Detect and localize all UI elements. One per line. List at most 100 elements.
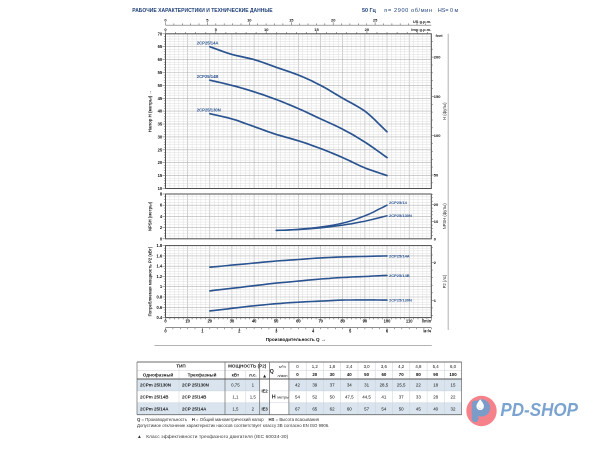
svg-text:2CP25/130N: 2CP25/130N	[389, 213, 412, 218]
svg-text:40: 40	[158, 109, 163, 114]
svg-text:10: 10	[158, 186, 163, 191]
svg-text:1,1: 1,1	[232, 395, 239, 400]
svg-text:2CP 25/14A: 2CP 25/14A	[182, 406, 207, 411]
svg-text:1,8: 1,8	[329, 364, 336, 369]
svg-text:PD-SHOP: PD-SHOP	[500, 400, 579, 420]
svg-text:0: 0	[296, 372, 299, 377]
svg-text:0.8: 0.8	[156, 295, 162, 300]
svg-text:2CP25/14B: 2CP25/14B	[389, 273, 410, 278]
svg-text:10: 10	[185, 319, 190, 324]
svg-text:41: 41	[381, 395, 386, 400]
svg-text:70: 70	[158, 31, 163, 36]
svg-text:47,5: 47,5	[345, 395, 354, 400]
svg-text:20: 20	[331, 17, 336, 22]
svg-text:0: 0	[164, 329, 167, 334]
svg-text:0.4: 0.4	[156, 315, 162, 320]
svg-text:2: 2	[238, 329, 241, 334]
svg-text:Трехфазный: Трехфазный	[188, 372, 217, 378]
svg-text:л/мин: л/мин	[277, 374, 287, 378]
svg-text:метры: метры	[277, 394, 289, 399]
svg-text:31: 31	[364, 383, 369, 388]
svg-text:40: 40	[252, 319, 257, 324]
svg-text:Напор H (метры) →: Напор H (метры) →	[148, 90, 153, 132]
svg-text:18: 18	[433, 383, 438, 388]
svg-text:50: 50	[399, 406, 404, 411]
svg-text:28: 28	[433, 395, 438, 400]
svg-text:90: 90	[363, 319, 368, 324]
svg-text:55: 55	[158, 70, 163, 75]
svg-text:Потребляемая мощность P2 (кВт): Потребляемая мощность P2 (кВт)	[148, 246, 153, 316]
svg-text:кВт: кВт	[232, 372, 240, 377]
svg-text:US g.p.m.: US g.p.m.	[413, 19, 431, 24]
svg-text:NPSH (футы): NPSH (футы)	[442, 203, 447, 230]
svg-text:2: 2	[160, 225, 163, 230]
svg-text:1: 1	[434, 298, 437, 303]
svg-text:м³/ч: м³/ч	[423, 329, 432, 334]
svg-text:33: 33	[416, 395, 421, 400]
svg-text:32: 32	[451, 406, 456, 411]
svg-text:100: 100	[384, 319, 392, 324]
svg-text:1,5: 1,5	[232, 406, 239, 411]
svg-text:45: 45	[158, 96, 163, 101]
svg-text:4: 4	[312, 329, 315, 334]
svg-text:1.2: 1.2	[156, 274, 162, 279]
svg-text:2CPm 25/130N: 2CPm 25/130N	[140, 383, 171, 388]
svg-text:20: 20	[434, 202, 439, 207]
svg-text:0.6: 0.6	[156, 305, 162, 310]
svg-text:50: 50	[274, 319, 279, 324]
svg-text:H: H	[272, 395, 276, 401]
svg-text:5: 5	[349, 329, 352, 334]
svg-text:20: 20	[158, 160, 163, 165]
svg-text:1.4: 1.4	[156, 264, 162, 269]
svg-text:5: 5	[215, 27, 218, 32]
svg-text:Imp g.p.m.: Imp g.p.m.	[411, 27, 431, 32]
svg-text:6,0: 6,0	[450, 364, 457, 369]
svg-text:▲ Класс эффективности трехфа: ▲ Класс эффективности трехфазного двигат…	[137, 434, 289, 440]
svg-text:20: 20	[365, 27, 370, 32]
svg-text:Q: Q	[270, 369, 274, 375]
svg-text:▲: ▲	[262, 373, 267, 379]
svg-text:80: 80	[416, 372, 421, 377]
svg-text:37: 37	[399, 395, 404, 400]
svg-text:1,2: 1,2	[312, 364, 319, 369]
svg-text:34: 34	[347, 383, 352, 388]
svg-text:P2 (лс): P2 (лс)	[442, 274, 447, 288]
svg-text:40: 40	[347, 372, 352, 377]
svg-text:30: 30	[158, 134, 163, 139]
svg-text:2CPm 25/14A: 2CPm 25/14A	[140, 406, 169, 411]
svg-text:50 Гц: 50 Гц	[362, 8, 377, 14]
svg-text:м³/ч: м³/ч	[279, 365, 286, 369]
svg-text:22: 22	[416, 383, 421, 388]
svg-text:1.6: 1.6	[156, 253, 162, 258]
svg-text:6: 6	[386, 329, 389, 334]
svg-text:28,5: 28,5	[380, 383, 389, 388]
svg-text:2CP 25/14B: 2CP 25/14B	[182, 395, 207, 400]
svg-text:60: 60	[296, 319, 301, 324]
svg-text:30: 30	[330, 372, 335, 377]
svg-text:100: 100	[434, 133, 441, 138]
svg-text:2,4: 2,4	[346, 364, 353, 369]
svg-text:Q = Производительность H =: Q = Производительность H = Общий маномет…	[137, 417, 320, 422]
svg-text:4,2: 4,2	[398, 364, 405, 369]
svg-text:n= 2900 об/мин: n= 2900 об/мин	[384, 8, 432, 14]
svg-text:2CP25/130N: 2CP25/130N	[197, 108, 221, 113]
svg-text:2CPm 25/14B: 2CPm 25/14B	[140, 395, 169, 400]
svg-text:0,75: 0,75	[231, 383, 240, 388]
svg-text:50: 50	[364, 372, 369, 377]
svg-text:2CP25/14B: 2CP25/14B	[197, 74, 219, 79]
svg-text:62: 62	[330, 406, 335, 411]
svg-text:0: 0	[164, 27, 167, 32]
svg-text:ТИП: ТИП	[176, 364, 185, 369]
svg-text:20: 20	[312, 372, 317, 377]
svg-text:57: 57	[364, 406, 369, 411]
svg-text:100: 100	[449, 372, 457, 377]
svg-text:52: 52	[312, 395, 317, 400]
svg-text:45: 45	[416, 406, 421, 411]
svg-text:2: 2	[252, 406, 255, 411]
svg-text:60: 60	[347, 406, 352, 411]
svg-text:l/min: l/min	[422, 319, 432, 324]
svg-text:15: 15	[289, 17, 294, 22]
svg-text:1,5: 1,5	[250, 395, 257, 400]
svg-text:IE2: IE2	[261, 389, 268, 394]
svg-text:л.с.: л.с.	[249, 372, 257, 377]
